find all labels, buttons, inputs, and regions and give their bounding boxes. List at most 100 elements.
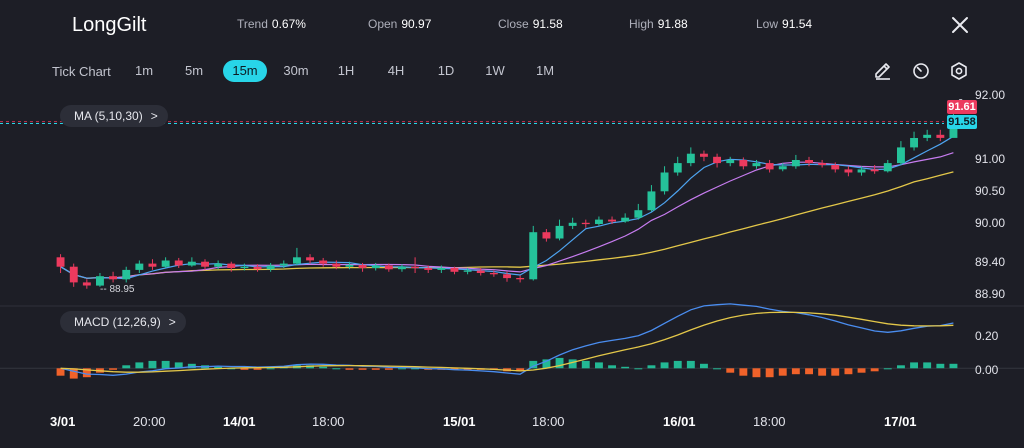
macd-histogram-bar — [870, 368, 879, 372]
stat-high: High 91.88 — [629, 17, 688, 31]
timeframe-1d[interactable]: 1D — [437, 63, 455, 78]
macd-histogram-bar — [805, 368, 813, 375]
candle-body — [791, 160, 800, 167]
last-price-tag: 91.61 — [947, 100, 977, 114]
candle-body — [476, 270, 485, 273]
timeframe-1m[interactable]: 1m — [134, 63, 154, 78]
macd-histogram-bar — [266, 368, 275, 370]
x-axis-label: 18:00 — [753, 414, 786, 429]
price-axis-label: 92.00 — [975, 88, 1006, 102]
macd-histogram-bar — [883, 368, 892, 370]
candle-body — [660, 172, 669, 192]
macd-axis-label: 0.20 — [975, 329, 999, 343]
candle-body — [870, 169, 879, 172]
candle-body — [844, 169, 853, 173]
macd-histogram-bar — [332, 368, 341, 370]
macd-histogram-bar — [371, 368, 380, 370]
x-axis-label: 15/01 — [443, 414, 476, 429]
x-axis-label: 16/01 — [663, 414, 696, 429]
x-axis-label: 14/01 — [223, 414, 256, 429]
timeframe-1m-month[interactable]: 1M — [535, 63, 555, 78]
candle-body — [818, 163, 827, 165]
ma-indicator-pill[interactable]: MA (5,10,30) > — [60, 105, 168, 127]
candle-body — [608, 219, 616, 222]
candle-body — [686, 153, 695, 164]
macd-histogram-bar — [726, 368, 735, 373]
macd-line — [60, 303, 954, 376]
macd-histogram-bar — [897, 365, 905, 369]
candle-body — [187, 261, 196, 266]
current-price-tag: 91.58 — [947, 115, 977, 129]
macd-histogram-bar — [621, 366, 630, 369]
candle-body — [595, 219, 603, 224]
ma10-line — [60, 152, 954, 279]
candle-body — [306, 257, 314, 261]
macd-histogram-bar — [608, 365, 616, 369]
macd-histogram-bar — [949, 363, 958, 369]
timeframe-1w[interactable]: 1W — [485, 63, 505, 78]
candle-body — [279, 263, 288, 266]
timer-icon[interactable] — [909, 59, 933, 83]
stat-low: Low 91.54 — [756, 17, 813, 31]
macd-histogram-bar — [857, 368, 866, 373]
stat-trend: Trend 0.67% — [237, 17, 306, 31]
candle-body — [96, 276, 104, 286]
candle-body — [778, 166, 787, 170]
macd-histogram-bar — [765, 368, 774, 378]
macd-signal-line — [60, 311, 954, 373]
candle-body — [542, 232, 551, 239]
macd-histogram-bar — [713, 368, 721, 370]
macd-histogram-bar — [831, 368, 840, 376]
macd-histogram-bar — [187, 363, 196, 369]
macd-histogram-bar — [161, 360, 170, 369]
macd-histogram-bar — [595, 362, 603, 369]
candle-body — [56, 257, 65, 267]
price-chart[interactable] — [0, 86, 1024, 408]
macd-histogram-bar — [411, 368, 419, 370]
candle-body — [122, 269, 131, 280]
macd-histogram-bar — [555, 357, 564, 369]
macd-indicator-pill[interactable]: MACD (12,26,9) > — [60, 311, 186, 333]
candle-body — [174, 260, 183, 266]
candle-body — [293, 257, 301, 264]
timeframe-30m[interactable]: 30m — [283, 63, 309, 78]
draw-icon[interactable] — [871, 59, 895, 83]
candle-body — [923, 134, 932, 138]
macd-histogram-bar — [384, 368, 393, 370]
candle-body — [201, 261, 209, 267]
candle-body — [634, 210, 643, 218]
close-icon[interactable] — [947, 12, 973, 38]
candle-body — [332, 263, 341, 267]
macd-histogram-bar — [739, 368, 748, 376]
candle-body — [489, 273, 498, 275]
macd-axis-label: 0.00 — [975, 363, 999, 377]
x-axis-label: 20:00 — [133, 414, 166, 429]
candle-body — [857, 169, 866, 173]
candle-body — [450, 268, 459, 272]
macd-histogram-bar — [673, 360, 682, 369]
candle-body — [897, 147, 905, 164]
candle-body — [345, 264, 354, 267]
candle-body — [437, 268, 446, 270]
x-axis-label: 3/01 — [50, 414, 76, 429]
candle-body — [503, 274, 511, 279]
timeframe-4h[interactable]: 4H — [387, 63, 405, 78]
timeframe-1h[interactable]: 1H — [337, 63, 355, 78]
header-bar: LongGilt Trend 0.67% Open 90.97 Close 91.58… — [0, 0, 1024, 50]
candle-body — [398, 266, 406, 270]
settings-icon[interactable] — [947, 59, 971, 83]
candle-body — [949, 123, 958, 138]
tick-chart-label[interactable]: Tick Chart — [52, 64, 111, 79]
macd-histogram-bar — [529, 360, 538, 369]
macd-histogram-bar — [358, 368, 367, 370]
macd-histogram-bar — [752, 368, 761, 378]
macd-histogram-bar — [345, 368, 354, 370]
candle-body — [463, 270, 472, 272]
macd-histogram-bar — [791, 368, 800, 375]
macd-histogram-bar — [778, 368, 787, 376]
timeframe-15m[interactable]: 15m — [223, 60, 267, 82]
ma30-line — [60, 171, 954, 279]
candle-body — [371, 265, 380, 268]
timeframe-5m[interactable]: 5m — [184, 63, 204, 78]
candle-body — [831, 165, 840, 170]
